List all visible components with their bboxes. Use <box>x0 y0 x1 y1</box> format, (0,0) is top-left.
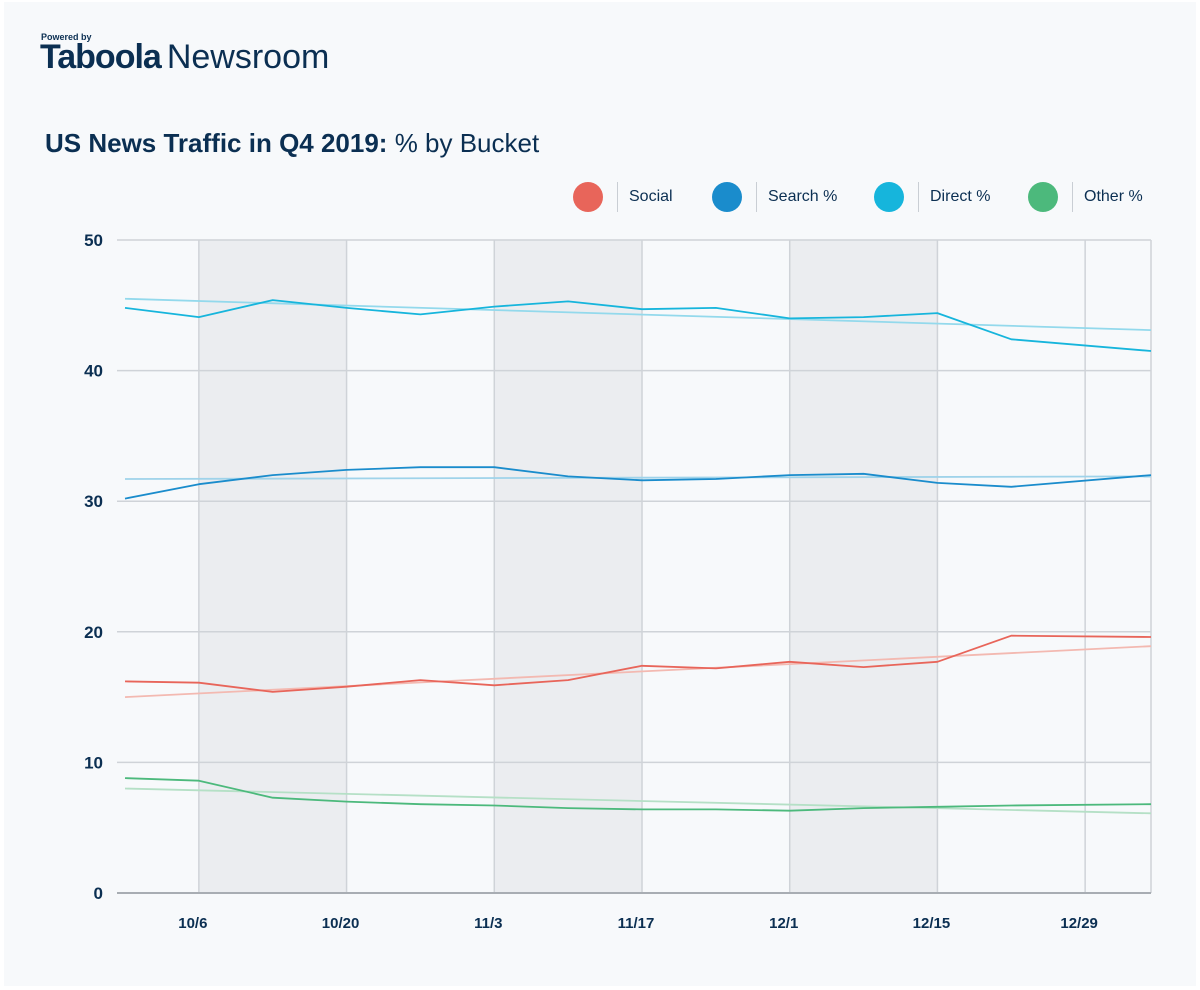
y-tick-label: 30 <box>84 492 103 511</box>
legend-label-search: Search % <box>768 188 838 205</box>
chart-title-bold: US News Traffic in Q4 2019: <box>45 128 388 158</box>
x-tick-label: 11/3 <box>474 915 502 932</box>
taboola-logo: Taboola <box>40 38 162 76</box>
shaded-band-2 <box>789 240 938 893</box>
trendline-direct <box>124 297 1152 332</box>
legend-label-direct: Direct % <box>930 188 991 205</box>
y-tick-label: 20 <box>84 623 103 642</box>
legend-separator <box>1072 182 1073 212</box>
legend-separator <box>617 182 618 212</box>
trendline-social <box>124 645 1152 698</box>
shaded-band-0 <box>198 240 347 893</box>
x-tick-label: 10/6 <box>178 915 207 932</box>
x-tick-label: 12/15 <box>913 915 951 932</box>
x-tick-label: 11/17 <box>618 915 655 932</box>
series-line-search <box>124 466 1152 500</box>
series-line-other <box>124 777 1152 812</box>
trendline-search <box>124 475 1152 480</box>
product-name: Newsroom <box>166 38 330 76</box>
legend-dot-other <box>1028 182 1058 212</box>
powered-by-label: Powered by <box>41 32 92 42</box>
brand-logo: Taboola Newsroom <box>40 40 329 74</box>
legend-separator <box>918 182 919 212</box>
x-tick-label: 10/20 <box>322 915 360 932</box>
legend-dot-search <box>712 182 742 212</box>
y-tick-label: 50 <box>84 231 103 250</box>
legend-label-social: Social <box>629 188 673 205</box>
legend-separator <box>756 182 757 212</box>
series-line-direct <box>124 299 1152 352</box>
legend-dot-direct <box>874 182 904 212</box>
chart-title-rest: % by Bucket <box>387 128 540 158</box>
legend-dot-social <box>573 182 603 212</box>
shaded-band-1 <box>494 240 642 893</box>
series-line-social <box>124 634 1152 693</box>
legend-label-other: Other % <box>1084 188 1143 205</box>
chart-title: US News Traffic in Q4 2019: % by Bucket <box>45 128 539 159</box>
y-tick-label: 0 <box>94 884 103 903</box>
x-tick-label: 12/29 <box>1060 915 1098 932</box>
x-tick-label: 12/1 <box>769 915 798 932</box>
trendline-other <box>124 787 1152 815</box>
y-tick-label: 10 <box>84 753 103 772</box>
y-tick-label: 40 <box>84 362 103 381</box>
